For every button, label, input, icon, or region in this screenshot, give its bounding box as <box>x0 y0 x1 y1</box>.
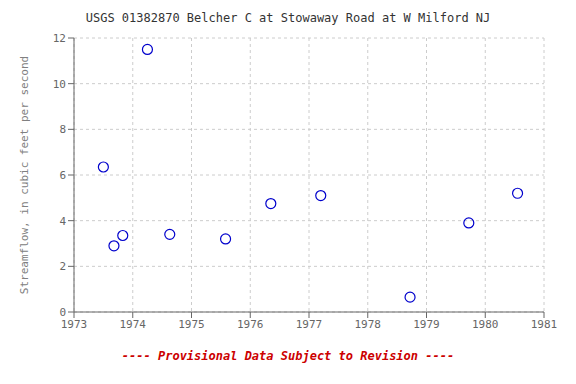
svg-text:8: 8 <box>59 123 66 136</box>
svg-text:0: 0 <box>59 306 66 319</box>
svg-text:10: 10 <box>53 78 66 91</box>
svg-text:12: 12 <box>53 32 66 45</box>
svg-text:4: 4 <box>59 215 66 228</box>
svg-text:1975: 1975 <box>178 318 205 331</box>
html-text:---- Provisional Data Subject: ---- Provisional Data Subject to Revisio… <box>121 349 455 363</box>
svg-text:1976: 1976 <box>237 318 264 331</box>
svg-text:1979: 1979 <box>413 318 440 331</box>
svg-text:1973: 1973 <box>61 318 88 331</box>
svg-text:1977: 1977 <box>296 318 323 331</box>
svg-text:1981: 1981 <box>531 318 558 331</box>
html-text:USGS 01382870 Belcher C at Sto: USGS 01382870 Belcher C at Stowaway Road… <box>85 11 491 25</box>
svg-text:1980: 1980 <box>472 318 499 331</box>
svg-text:1978: 1978 <box>355 318 382 331</box>
svg-text:6: 6 <box>59 169 66 182</box>
svg-text:2: 2 <box>59 260 66 273</box>
svg-text:1974: 1974 <box>120 318 147 331</box>
svg-text:Streamflow, in cubic feet per: Streamflow, in cubic feet per second <box>18 56 31 294</box>
